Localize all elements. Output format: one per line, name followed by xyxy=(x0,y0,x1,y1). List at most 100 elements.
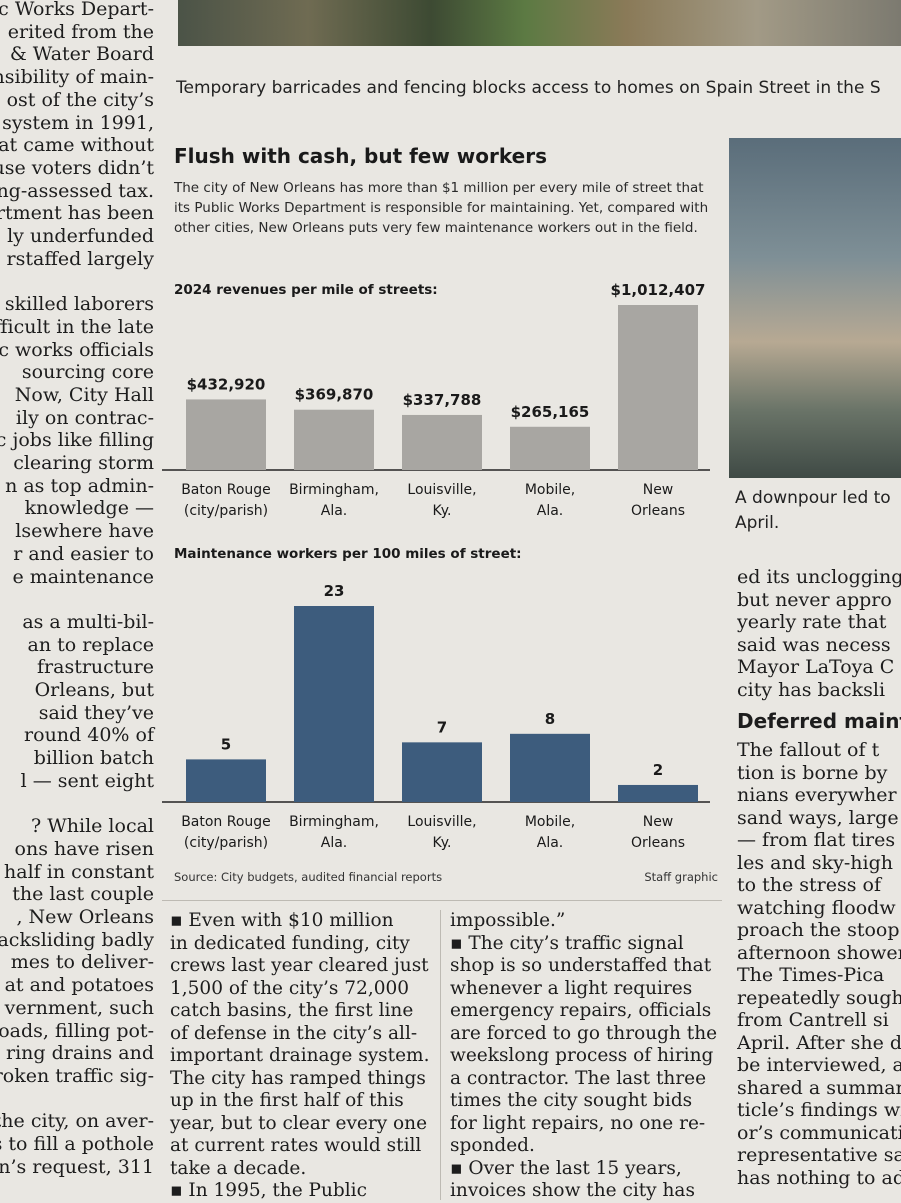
text-line: ost of the city’s xyxy=(6,88,154,111)
text-line: & Water Board xyxy=(9,43,154,66)
text-line: said they’ve xyxy=(38,701,154,724)
category-label: Birmingham, xyxy=(289,482,379,498)
text-line: ily on contrac- xyxy=(15,406,154,429)
text-line: of defense in the city’s all- xyxy=(170,1022,418,1044)
text-line: at current rates would still xyxy=(170,1135,422,1156)
data-label: 2 xyxy=(653,761,663,779)
text-line: are forced to go through the xyxy=(450,1022,718,1044)
text-line: as a multi-bil- xyxy=(22,610,154,633)
text-line: r and easier to xyxy=(13,542,154,565)
text-line: whenever a light requires xyxy=(450,977,693,999)
text-line: s to fill a pothole xyxy=(0,1133,154,1155)
text-line: to the stress of xyxy=(737,874,881,896)
left-article-column: lic Works Depart-erited from the & Water… xyxy=(0,0,158,1200)
category-label: Baton Rouge xyxy=(181,814,271,830)
right-photo-caption: A downpour led to April. xyxy=(735,486,901,536)
text-line: afternoon shower xyxy=(737,941,901,964)
category-label: Ala. xyxy=(537,835,564,851)
column-divider xyxy=(440,910,441,1200)
category-label: Louisville, xyxy=(407,482,476,498)
category-label: Ky. xyxy=(433,835,452,851)
infographic: Flush with cash, but few workers The cit… xyxy=(162,130,722,890)
text-line: rstaffed largely xyxy=(6,247,154,270)
text-line: ause voters didn’t xyxy=(0,156,154,179)
text-line: proach the stoop i xyxy=(737,919,901,941)
text-line: has nothing to ad xyxy=(737,1166,901,1189)
text-line: lsewhere have xyxy=(15,520,154,543)
bar xyxy=(510,426,590,470)
bar xyxy=(294,409,374,470)
data-label: $432,920 xyxy=(187,375,266,393)
text-line: les and sky-high xyxy=(737,851,894,874)
data-label: $1,012,407 xyxy=(611,281,706,299)
text-line: yearly rate that xyxy=(737,611,887,633)
text-line: ons have risen xyxy=(14,837,154,860)
category-label: New xyxy=(643,482,674,498)
text-line: — from flat tires xyxy=(737,829,896,851)
category-label: Baton Rouge xyxy=(181,482,271,498)
text-line: year, but to clear every one xyxy=(170,1112,428,1134)
text-line: in dedicated funding, city xyxy=(170,932,410,954)
text-line: en’s request, 311 xyxy=(0,1155,154,1178)
right-photo-caption-line: A downpour led to xyxy=(735,488,891,508)
text-line: important drainage system. xyxy=(170,1045,430,1066)
revenue-chart-title: 2024 revenues per mile of streets: xyxy=(174,282,438,298)
text-line: ▪ In 1995, the Public xyxy=(170,1180,367,1201)
text-line: city has backsli xyxy=(737,678,886,701)
text-line: half in constant xyxy=(4,860,154,883)
text-line: Now, City Hall xyxy=(14,383,154,406)
category-label: Birmingham, xyxy=(289,814,379,830)
category-label: Ala. xyxy=(321,503,348,519)
category-label: Orleans xyxy=(631,835,685,851)
text-line: Orleans, but xyxy=(34,679,154,701)
text-line: ifficult in the late xyxy=(0,315,154,338)
text-line: at came without xyxy=(0,134,154,157)
text-line: vernment, such xyxy=(4,996,154,1019)
bar xyxy=(294,606,374,802)
text-line: oads, filling pot- xyxy=(0,1019,154,1042)
text-line: for light repairs, no one re- xyxy=(450,1112,706,1134)
category-label: New xyxy=(643,814,674,830)
text-line: but never appro xyxy=(737,588,892,611)
category-label: Mobile, xyxy=(525,814,575,830)
text-line: shared a summary xyxy=(737,1076,901,1099)
text-line: knowledge — xyxy=(24,497,154,520)
category-label: Mobile, xyxy=(525,482,575,498)
category-label: Orleans xyxy=(631,503,685,519)
text-line: system in 1991, xyxy=(2,111,154,134)
text-line: ? While local xyxy=(31,815,154,838)
middle-article-column-2: impossible.” ▪ The city’s traffic signal s… xyxy=(450,910,720,1203)
text-line: invoices show the city has xyxy=(450,1180,695,1201)
text-line: said was necess xyxy=(737,633,891,656)
top-photo xyxy=(178,0,901,46)
data-label: 7 xyxy=(437,718,447,736)
data-label: 5 xyxy=(221,735,231,753)
text-line: sponded. xyxy=(450,1135,535,1156)
text-line: frastructure xyxy=(37,656,154,679)
text-line: or’s communicatio xyxy=(737,1121,901,1144)
text-line: the last couple xyxy=(12,883,154,906)
workers-chart-title: Maintenance workers per 100 miles of str… xyxy=(174,546,522,562)
graphic-title: Flush with cash, but few workers xyxy=(174,144,547,168)
category-label: (city/parish) xyxy=(184,503,268,519)
text-line: crews last year cleared just xyxy=(170,955,429,976)
text-line: weekslong process of hiring xyxy=(450,1045,714,1066)
column-divider xyxy=(162,900,722,901)
text-line: clearing storm xyxy=(13,452,154,474)
text-line: roken traffic sig- xyxy=(0,1064,154,1087)
text-line: watching floodw xyxy=(737,896,896,919)
text-line: sand ways, large xyxy=(737,806,899,829)
text-line: ng-assessed tax. xyxy=(0,179,154,202)
text-line: repeatedly sought xyxy=(737,986,901,1009)
bar xyxy=(186,759,266,802)
text-line: n as top admin- xyxy=(5,474,154,497)
right-photo xyxy=(729,138,901,478)
text-line: erited from the xyxy=(7,20,154,43)
text-line: ▪ Over the last 15 years, xyxy=(450,1157,682,1179)
bar xyxy=(510,733,590,802)
text-line: at and potatoes xyxy=(4,974,154,997)
text-line: e maintenance xyxy=(12,565,154,588)
text-line: impossible.” xyxy=(450,910,566,931)
data-label: $337,788 xyxy=(403,391,482,409)
text-line: ly underfunded xyxy=(7,225,154,247)
